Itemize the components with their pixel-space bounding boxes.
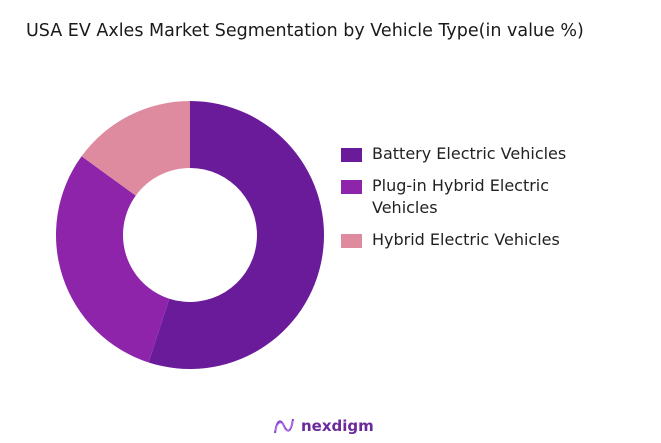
legend-item-phev[interactable]: Plug-in Hybrid Electric Vehicles bbox=[341, 175, 641, 219]
legend: Battery Electric Vehicles Plug-in Hybrid… bbox=[341, 143, 641, 261]
donut-slice-0[interactable] bbox=[148, 101, 325, 369]
legend-item-hev[interactable]: Hybrid Electric Vehicles bbox=[341, 229, 641, 251]
legend-swatch bbox=[341, 180, 362, 194]
legend-swatch bbox=[341, 148, 362, 162]
legend-item-bev[interactable]: Battery Electric Vehicles bbox=[341, 143, 641, 165]
donut-slice-1[interactable] bbox=[55, 156, 170, 363]
donut-slice-2[interactable] bbox=[81, 101, 190, 196]
brand-logo: nexdigm bbox=[273, 417, 374, 435]
brand-name: nexdigm bbox=[301, 417, 374, 435]
legend-swatch bbox=[341, 234, 362, 248]
legend-label: Plug-in Hybrid Electric Vehicles bbox=[372, 176, 550, 217]
legend-label: Battery Electric Vehicles bbox=[372, 144, 567, 163]
chart-title: USA EV Axles Market Segmentation by Vehi… bbox=[26, 21, 584, 41]
legend-label: Hybrid Electric Vehicles bbox=[372, 230, 560, 249]
nexdigm-logo-icon bbox=[274, 418, 294, 434]
